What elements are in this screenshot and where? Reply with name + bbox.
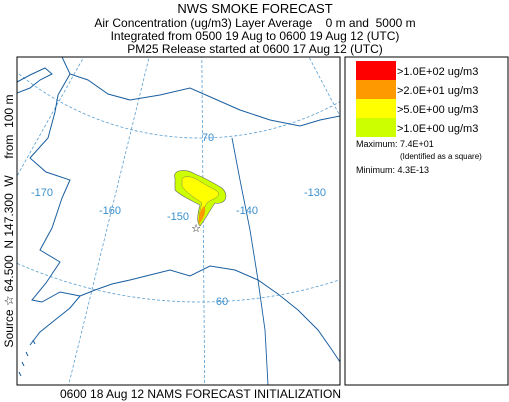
meridian	[17, 57, 85, 177]
coast-north	[61, 57, 340, 127]
latitude-label: 60	[216, 296, 228, 308]
coast-aleutians	[18, 339, 36, 377]
subtitle: PM25 Release started at 0600 17 Aug 12 (…	[127, 42, 382, 56]
legend-swatch	[356, 118, 396, 137]
source-label: Source ☆ 64.500 N 147.300 W from 100 m	[2, 95, 16, 348]
legend-swatch	[356, 61, 396, 80]
subtitle: Integrated from 0500 19 Aug to 0600 19 A…	[111, 29, 400, 43]
legend-swatch	[356, 80, 396, 99]
plume-level-2	[181, 176, 220, 223]
coast-peninsula	[29, 295, 81, 346]
longitude-label: -160	[99, 205, 121, 217]
legend-label: >1.0E+00 ug/m3	[397, 123, 478, 135]
subtitle: Air Concentration (ug/m3) Layer Average …	[94, 16, 415, 30]
legend-maximum-note: (Identified as a square)	[400, 152, 482, 161]
legend-minimum: Minimum: 4.3E-13	[356, 165, 429, 175]
coast-west	[29, 73, 81, 303]
title: NWS SMOKE FORECAST	[177, 1, 332, 16]
legend-label: >2.0E+01 ug/m3	[397, 85, 478, 97]
legend: >1.0E+02 ug/m3 >2.0E+01 ug/m3 >5.0E+00 ug/…	[356, 61, 478, 137]
legend-swatch	[356, 99, 396, 118]
coastline	[17, 57, 340, 385]
longitude-label: -170	[31, 187, 53, 199]
source-marker: ☆	[191, 223, 201, 235]
longitude-label: -150	[167, 211, 189, 223]
smoke-plume: ☆	[174, 170, 227, 235]
map-labels: -170 -160 -150 -140 -130 70 60	[31, 132, 326, 308]
latitude-label: 70	[202, 132, 214, 144]
longitude-label: -130	[304, 187, 326, 199]
legend-maximum: Maximum: 7.4E+01	[356, 139, 434, 149]
map-background	[17, 57, 340, 385]
longitude-label: -140	[236, 205, 258, 217]
border	[231, 137, 269, 385]
coast-south	[79, 265, 340, 363]
meridian	[201, 57, 206, 385]
footer: 0600 18 Aug 12 NAMS FORECAST INITIALIZAT…	[60, 387, 341, 401]
legend-label: >5.0E+00 ug/m3	[397, 104, 478, 116]
plume-level-3	[198, 206, 206, 224]
legend-label: >1.0E+02 ug/m3	[397, 66, 478, 78]
map-frame	[16, 56, 341, 386]
coast-chukotka	[17, 67, 53, 94]
latitude-line	[17, 71, 340, 139]
